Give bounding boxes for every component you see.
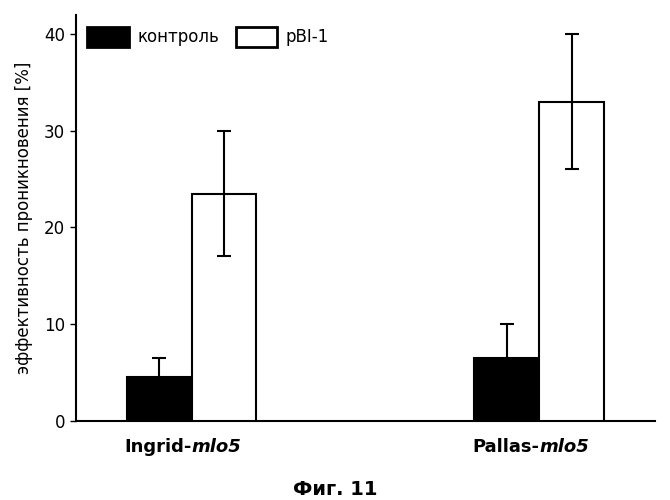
Text: mlo5: mlo5	[539, 438, 589, 456]
Text: mlo5: mlo5	[192, 438, 241, 456]
Y-axis label: эффективность проникновения [%]: эффективность проникновения [%]	[15, 62, 33, 374]
Bar	[474, 358, 539, 420]
Legend: контроль, pBI-1: контроль, pBI-1	[80, 20, 336, 54]
Bar	[127, 377, 192, 420]
Text: Фиг. 11: Фиг. 11	[293, 480, 377, 499]
Text: Pallas-: Pallas-	[472, 438, 539, 456]
Bar	[192, 194, 257, 420]
Bar	[539, 102, 604, 420]
Text: Ingrid-: Ingrid-	[124, 438, 192, 456]
